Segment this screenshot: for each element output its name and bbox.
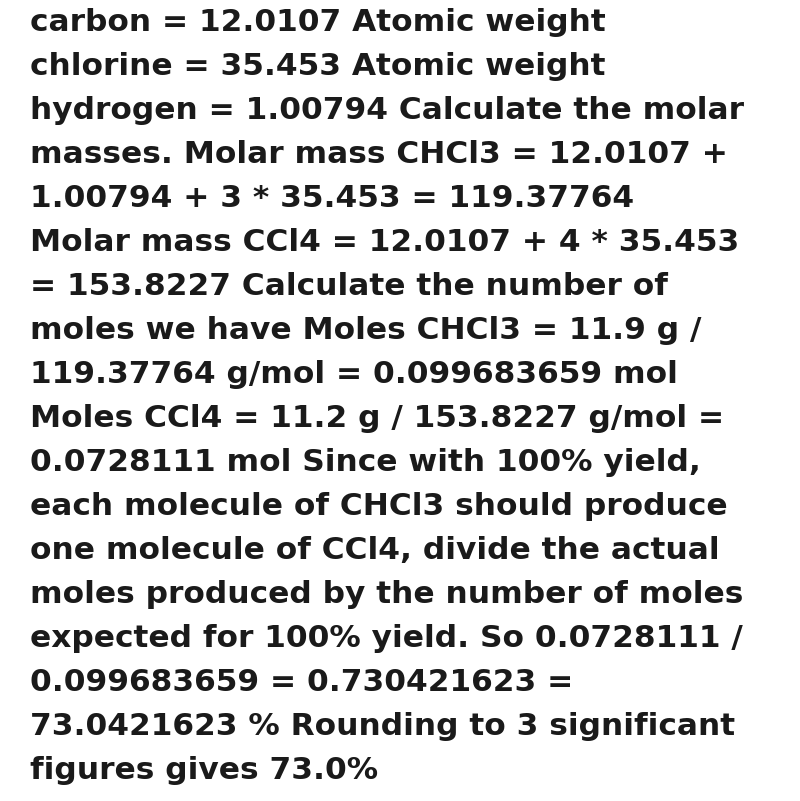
Text: figures gives 73.0%: figures gives 73.0% — [30, 756, 378, 785]
Text: Molar mass CCl4 = 12.0107 + 4 * 35.453: Molar mass CCl4 = 12.0107 + 4 * 35.453 — [30, 228, 739, 257]
Text: one molecule of CCl4, divide the actual: one molecule of CCl4, divide the actual — [30, 536, 720, 565]
Text: 0.099683659 = 0.730421623 =: 0.099683659 = 0.730421623 = — [30, 668, 574, 697]
Text: moles we have Moles CHCl3 = 11.9 g /: moles we have Moles CHCl3 = 11.9 g / — [30, 316, 702, 345]
Text: 1.00794 + 3 * 35.453 = 119.37764: 1.00794 + 3 * 35.453 = 119.37764 — [30, 184, 634, 213]
Text: hydrogen = 1.00794 Calculate the molar: hydrogen = 1.00794 Calculate the molar — [30, 96, 744, 125]
Text: 119.37764 g/mol = 0.099683659 mol: 119.37764 g/mol = 0.099683659 mol — [30, 360, 678, 389]
Text: 0.0728111 mol Since with 100% yield,: 0.0728111 mol Since with 100% yield, — [30, 448, 701, 477]
Text: each molecule of CHCl3 should produce: each molecule of CHCl3 should produce — [30, 492, 728, 521]
Text: moles produced by the number of moles: moles produced by the number of moles — [30, 580, 743, 609]
Text: expected for 100% yield. So 0.0728111 /: expected for 100% yield. So 0.0728111 / — [30, 624, 742, 653]
Text: Moles CCl4 = 11.2 g / 153.8227 g/mol =: Moles CCl4 = 11.2 g / 153.8227 g/mol = — [30, 404, 724, 433]
Text: = 153.8227 Calculate the number of: = 153.8227 Calculate the number of — [30, 272, 668, 301]
Text: carbon = 12.0107 Atomic weight: carbon = 12.0107 Atomic weight — [30, 8, 606, 37]
Text: 73.0421623 % Rounding to 3 significant: 73.0421623 % Rounding to 3 significant — [30, 712, 735, 741]
Text: masses. Molar mass CHCl3 = 12.0107 +: masses. Molar mass CHCl3 = 12.0107 + — [30, 140, 728, 169]
Text: chlorine = 35.453 Atomic weight: chlorine = 35.453 Atomic weight — [30, 52, 606, 81]
